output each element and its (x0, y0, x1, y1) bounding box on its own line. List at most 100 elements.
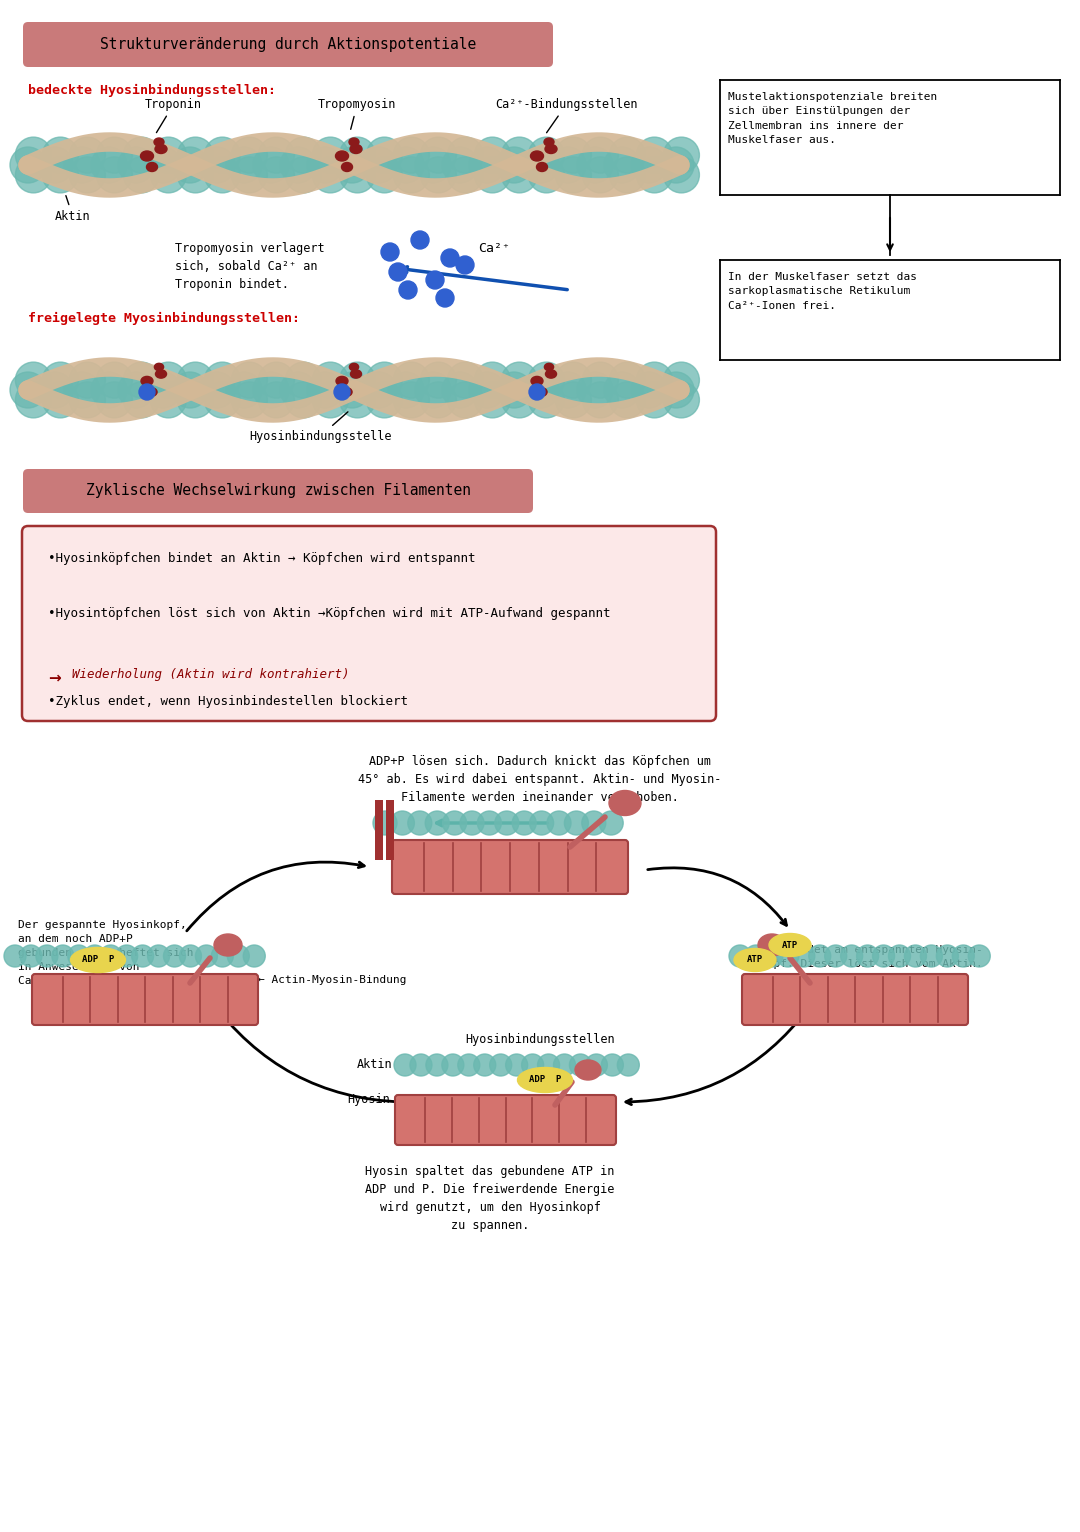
Circle shape (555, 156, 592, 193)
Circle shape (420, 156, 457, 193)
Circle shape (339, 136, 376, 173)
Circle shape (366, 136, 403, 173)
Text: ATP: ATP (747, 956, 764, 965)
Circle shape (658, 372, 694, 408)
Circle shape (582, 136, 619, 173)
Circle shape (477, 810, 501, 835)
Text: Hyosinbindungsstelle: Hyosinbindungsstelle (248, 412, 391, 443)
Circle shape (334, 385, 350, 400)
Circle shape (474, 381, 511, 418)
Circle shape (389, 264, 407, 280)
Circle shape (856, 945, 879, 967)
Circle shape (582, 362, 619, 398)
Circle shape (442, 147, 478, 182)
Circle shape (231, 362, 268, 398)
Circle shape (42, 362, 79, 398)
Ellipse shape (537, 162, 548, 172)
Circle shape (179, 945, 202, 967)
Ellipse shape (156, 369, 166, 378)
Circle shape (339, 362, 376, 398)
Circle shape (538, 1054, 559, 1075)
Circle shape (204, 156, 241, 193)
Text: Aktin: Aktin (356, 1059, 392, 1071)
Circle shape (243, 945, 266, 967)
Text: Zyklische Wechselwirkung zwischen Filamenten: Zyklische Wechselwirkung zwischen Filame… (85, 483, 471, 498)
Circle shape (582, 381, 619, 418)
Circle shape (231, 381, 268, 418)
Circle shape (505, 1054, 528, 1075)
Circle shape (840, 945, 863, 967)
Circle shape (253, 147, 289, 182)
Circle shape (522, 1054, 543, 1075)
Circle shape (529, 810, 554, 835)
Circle shape (415, 147, 451, 182)
Circle shape (285, 156, 322, 193)
Circle shape (582, 156, 619, 193)
Bar (386, 800, 394, 859)
Circle shape (231, 136, 268, 173)
Circle shape (496, 372, 532, 408)
Circle shape (469, 372, 505, 408)
Text: •Hyosintöpfchen löst sich von Aktin →Köpfchen wird mit ATP-Aufwand gespannt: •Hyosintöpfchen löst sich von Aktin →Köp… (48, 607, 610, 620)
Circle shape (37, 147, 73, 182)
Circle shape (366, 362, 403, 398)
Text: Mustelaktionspotenziale breiten
sich über Einstülpungen der
Zellmembran ins inne: Mustelaktionspotenziale breiten sich übe… (728, 92, 937, 146)
Circle shape (69, 362, 106, 398)
Circle shape (474, 1054, 496, 1075)
Circle shape (609, 381, 646, 418)
Circle shape (334, 372, 370, 408)
Circle shape (226, 147, 262, 182)
Circle shape (636, 156, 673, 193)
Text: •Zyklus endet, wenn Hyosinbindestellen blockiert: •Zyklus endet, wenn Hyosinbindestellen b… (48, 696, 408, 708)
Ellipse shape (544, 363, 554, 371)
Circle shape (172, 372, 208, 408)
Circle shape (145, 372, 181, 408)
Circle shape (936, 945, 958, 967)
Text: ATP: ATP (782, 941, 798, 950)
Circle shape (420, 362, 457, 398)
Circle shape (420, 136, 457, 173)
Circle shape (729, 945, 751, 967)
Circle shape (512, 810, 536, 835)
FancyBboxPatch shape (742, 974, 968, 1025)
Text: Hyosin: Hyosin (348, 1094, 390, 1106)
Circle shape (42, 136, 79, 173)
Circle shape (118, 372, 154, 408)
Circle shape (953, 945, 974, 967)
Circle shape (177, 381, 214, 418)
Text: Wiederholung (Aktin wird kontrahiert): Wiederholung (Aktin wird kontrahiert) (72, 668, 350, 682)
Circle shape (10, 147, 46, 182)
Circle shape (873, 945, 894, 967)
Ellipse shape (351, 369, 362, 378)
Circle shape (602, 1054, 623, 1075)
Circle shape (809, 945, 831, 967)
Circle shape (609, 136, 646, 173)
Ellipse shape (758, 935, 786, 956)
Circle shape (745, 945, 767, 967)
Text: In der Muskelfaser setzt das
sarkoplasmatische Retikulum
Ca²⁺-Ionen frei.: In der Muskelfaser setzt das sarkoplasma… (728, 273, 917, 311)
Ellipse shape (140, 152, 153, 161)
Circle shape (381, 244, 399, 260)
Circle shape (231, 156, 268, 193)
Circle shape (361, 147, 397, 182)
Circle shape (64, 372, 100, 408)
Circle shape (390, 810, 415, 835)
Circle shape (496, 147, 532, 182)
Circle shape (132, 945, 153, 967)
Circle shape (212, 945, 233, 967)
Circle shape (69, 156, 106, 193)
Text: ADP  P: ADP P (529, 1075, 562, 1085)
FancyBboxPatch shape (392, 840, 627, 895)
Circle shape (904, 945, 927, 967)
FancyBboxPatch shape (395, 1095, 616, 1144)
Circle shape (258, 381, 295, 418)
Ellipse shape (530, 152, 543, 161)
Text: Troponin: Troponin (145, 98, 202, 133)
Ellipse shape (154, 138, 164, 146)
Circle shape (501, 136, 538, 173)
Circle shape (150, 381, 187, 418)
Circle shape (636, 362, 673, 398)
Circle shape (4, 945, 26, 967)
Circle shape (582, 810, 606, 835)
Circle shape (69, 381, 106, 418)
